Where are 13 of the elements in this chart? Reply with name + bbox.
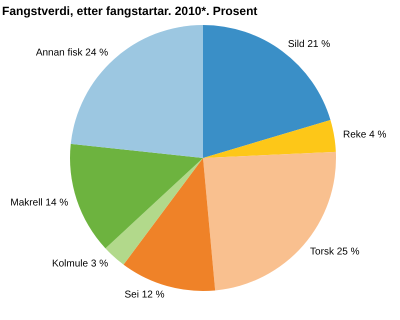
pie-slice: [203, 152, 336, 290]
pie-slice: [203, 120, 336, 158]
pie-slice: [203, 25, 330, 158]
slice-label: Makrell 14 %: [10, 198, 68, 209]
slice-label: Sild 21 %: [288, 39, 330, 50]
pie-slice: [70, 144, 203, 248]
slice-label: Torsk 25 %: [310, 246, 360, 258]
slice-label: Kolmule 3 %: [52, 258, 108, 270]
slice-label: Reke 4 %: [343, 129, 386, 140]
slice-label: Sei 12 %: [124, 290, 165, 301]
pie-slice: [124, 158, 216, 291]
chart-title: Fangstverdi, etter fangstartar. 2010*. Prosent: [2, 4, 258, 18]
slice-label: Annan fisk 24 %: [36, 47, 108, 58]
